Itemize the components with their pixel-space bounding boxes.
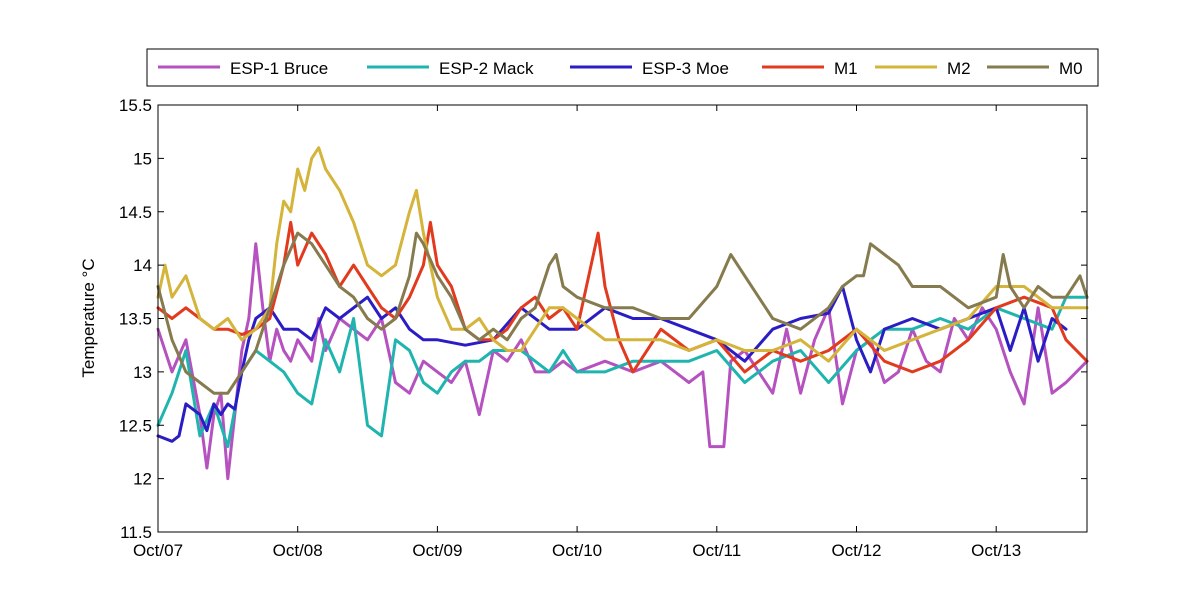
series-line-esp-2-mack [156, 295, 1089, 449]
y-tick-label: 15 [133, 149, 152, 168]
series-line-m0 [156, 231, 1089, 395]
series-line-esp-3-moe [156, 285, 1068, 443]
legend-label-esp-3-moe: ESP-3 Moe [642, 59, 729, 78]
y-axis-label: Temperature °C [79, 258, 98, 377]
x-axis: Oct/07 Oct/08 Oct/09 Oct/10 Oct/11 Oct/12 Oct/… [133, 105, 1021, 560]
plot-area [158, 105, 1087, 532]
x-tick-label: Oct/12 [831, 541, 881, 560]
x-tick-label: Oct/07 [133, 541, 183, 560]
y-tick-label: 14.5 [119, 203, 152, 222]
legend-label-esp-2-mack: ESP-2 Mack [439, 59, 534, 78]
y-tick-label: 13 [133, 363, 152, 382]
series-layer [156, 146, 1089, 481]
y-tick-label: 14 [133, 256, 152, 275]
legend-label-m0: M0 [1059, 59, 1083, 78]
y-tick-label: 11.5 [120, 523, 152, 542]
x-tick-label: Oct/08 [273, 541, 323, 560]
legend-label-m2: M2 [947, 59, 971, 78]
x-tick-label: Oct/09 [412, 541, 462, 560]
legend-label-esp-1-bruce: ESP-1 Bruce [230, 59, 328, 78]
x-tick-label: Oct/13 [971, 541, 1021, 560]
y-axis: 11.5 12 12.5 13 13.5 14 14.5 15 15.5 [119, 96, 1087, 542]
x-tick-label: Oct/10 [552, 541, 602, 560]
y-tick-label: 12.5 [119, 416, 152, 435]
x-tick-label: Oct/11 [692, 541, 741, 560]
series-line-m2 [156, 146, 1089, 363]
y-tick-label: 13.5 [119, 310, 152, 329]
legend-label-m1: M1 [834, 59, 858, 78]
y-tick-label: 12 [133, 470, 152, 489]
legend: ESP-1 Bruce ESP-2 Mack ESP-3 Moe M1 M2 M0 [146, 48, 1099, 87]
y-tick-label: 15.5 [119, 96, 152, 115]
